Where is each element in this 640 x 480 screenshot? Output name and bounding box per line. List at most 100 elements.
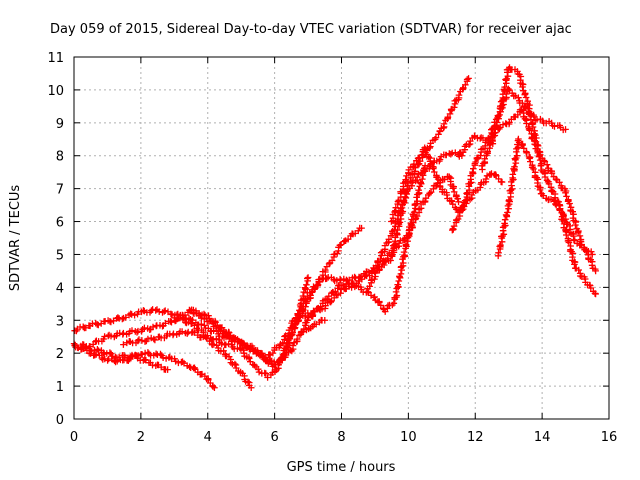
data-point-plus-markers bbox=[153, 318, 175, 330]
data-point-plus-markers bbox=[545, 167, 569, 193]
data-point-plus-marker bbox=[304, 274, 312, 281]
data-point-plus-markers bbox=[405, 146, 427, 177]
data-point-plus-markers bbox=[337, 273, 359, 285]
data-point-plus-markers bbox=[456, 133, 478, 159]
data-point-plus-markers bbox=[288, 312, 309, 327]
series-8 bbox=[265, 149, 466, 359]
data-point-plus-markers bbox=[204, 375, 217, 390]
x-tick-label: 0 bbox=[70, 430, 78, 445]
data-point-plus-markers bbox=[277, 323, 297, 348]
data-point-plus-markers bbox=[86, 333, 108, 350]
data-point-plus-markers bbox=[297, 326, 310, 338]
data-point-plus-markers bbox=[438, 186, 460, 213]
data-point-plus-markers bbox=[237, 369, 253, 389]
data-point-plus-markers bbox=[153, 306, 176, 318]
data-point-plus-markers bbox=[431, 151, 450, 165]
data-point-plus-markers bbox=[255, 350, 276, 370]
x-tick-label: 10 bbox=[400, 430, 417, 445]
data-point-plus-markers bbox=[187, 320, 209, 340]
y-tick-label: 1 bbox=[56, 380, 64, 395]
data-point-plus-markers bbox=[444, 173, 461, 202]
y-tick-label: 7 bbox=[56, 183, 64, 198]
data-point-plus-marker bbox=[465, 75, 472, 82]
data-point-plus-markers bbox=[204, 332, 225, 348]
data-point-plus-marker bbox=[164, 366, 171, 373]
y-tick-label: 4 bbox=[56, 281, 64, 296]
data-point-plus-markers bbox=[355, 283, 378, 301]
data-point-plus-markers bbox=[171, 355, 193, 371]
plot-frame bbox=[73, 56, 610, 420]
data-point-plus-markers bbox=[138, 306, 159, 316]
data-point-plus-markers bbox=[305, 323, 316, 333]
series-15 bbox=[478, 106, 599, 275]
chart-title: Day 059 of 2015, Sidereal Day-to-day VTE… bbox=[50, 22, 572, 37]
data-point-plus-markers bbox=[355, 267, 376, 285]
data-point-plus-markers bbox=[237, 345, 260, 371]
y-axis-label: SDTVAR / TECUs bbox=[8, 185, 23, 292]
x-tick-label: 2 bbox=[137, 430, 145, 445]
data-point-plus-marker bbox=[247, 384, 255, 392]
series-3 bbox=[70, 340, 218, 392]
data-point-plus-markers bbox=[80, 344, 102, 355]
data-point-plus-markers bbox=[364, 263, 383, 292]
data-point-plus-markers bbox=[405, 205, 425, 240]
data-point-plus-markers bbox=[478, 129, 499, 173]
data-point-plus-marker bbox=[211, 384, 218, 392]
data-point-plus-markers bbox=[497, 65, 512, 105]
data-point-plus-markers bbox=[113, 351, 136, 362]
data-point-plus-markers bbox=[170, 314, 192, 327]
data-point-plus-marker bbox=[498, 178, 506, 186]
data-point-plus-markers bbox=[505, 137, 522, 208]
data-point-plus-markers bbox=[187, 364, 210, 383]
data-point-plus-markers bbox=[221, 340, 244, 353]
data-point-plus-markers bbox=[472, 171, 495, 194]
y-tick-label: 11 bbox=[47, 51, 64, 66]
y-tick-label: 9 bbox=[56, 117, 64, 132]
data-point-plus-markers bbox=[270, 346, 294, 369]
y-tick-label: 6 bbox=[56, 216, 64, 231]
data-point-plus-markers bbox=[379, 247, 397, 268]
x-tick-label: 6 bbox=[270, 430, 278, 445]
data-point-plus-markers bbox=[545, 118, 567, 134]
series-16 bbox=[494, 135, 599, 298]
data-point-plus-markers bbox=[222, 351, 244, 376]
data-point-plus-markers bbox=[417, 182, 438, 208]
data-point-plus-markers bbox=[532, 141, 552, 172]
x-axis-label: GPS time / hours bbox=[287, 460, 396, 475]
y-tick-label: 0 bbox=[56, 413, 64, 428]
data-point-plus-markers bbox=[455, 76, 471, 102]
data-point-plus-markers bbox=[531, 115, 550, 127]
data-point-plus-markers bbox=[572, 264, 599, 297]
data-point-plus-markers bbox=[388, 169, 412, 225]
data-point-plus-markers bbox=[578, 241, 599, 273]
data-point-plus-markers bbox=[494, 202, 512, 260]
series-10 bbox=[297, 316, 329, 338]
x-tick-label: 8 bbox=[337, 430, 345, 445]
data-point-plus-markers bbox=[120, 327, 142, 338]
data-point-plus-markers bbox=[205, 325, 226, 340]
data-point-plus-markers bbox=[170, 328, 192, 338]
x-tick-label: 16 bbox=[601, 430, 618, 445]
y-tick-label: 10 bbox=[47, 84, 64, 99]
data-point-plus-markers bbox=[137, 349, 160, 359]
data-point-plus-markers bbox=[461, 160, 479, 207]
data-point-plus-markers bbox=[237, 340, 259, 355]
data-point-plus-markers bbox=[337, 232, 354, 248]
series-9 bbox=[288, 75, 472, 327]
data-point-plus-markers bbox=[555, 202, 579, 268]
y-tick-label: 8 bbox=[56, 150, 64, 165]
data-point-plus-marker bbox=[592, 290, 599, 298]
data-point-plus-markers bbox=[514, 70, 531, 108]
data-point-plus-markers bbox=[71, 322, 93, 335]
data-point-plus-markers bbox=[154, 350, 175, 363]
data-point-plus-markers bbox=[391, 232, 412, 303]
data-point-plus-markers bbox=[203, 318, 227, 337]
data-point-plus-markers bbox=[337, 279, 361, 293]
series-5 bbox=[120, 328, 255, 392]
data-point-plus-markers bbox=[120, 334, 159, 348]
x-tick-label: 4 bbox=[204, 430, 212, 445]
data-point-plus-markers bbox=[322, 242, 344, 276]
data-point-plus-markers bbox=[120, 308, 142, 322]
data-point-plus-markers bbox=[254, 365, 270, 377]
